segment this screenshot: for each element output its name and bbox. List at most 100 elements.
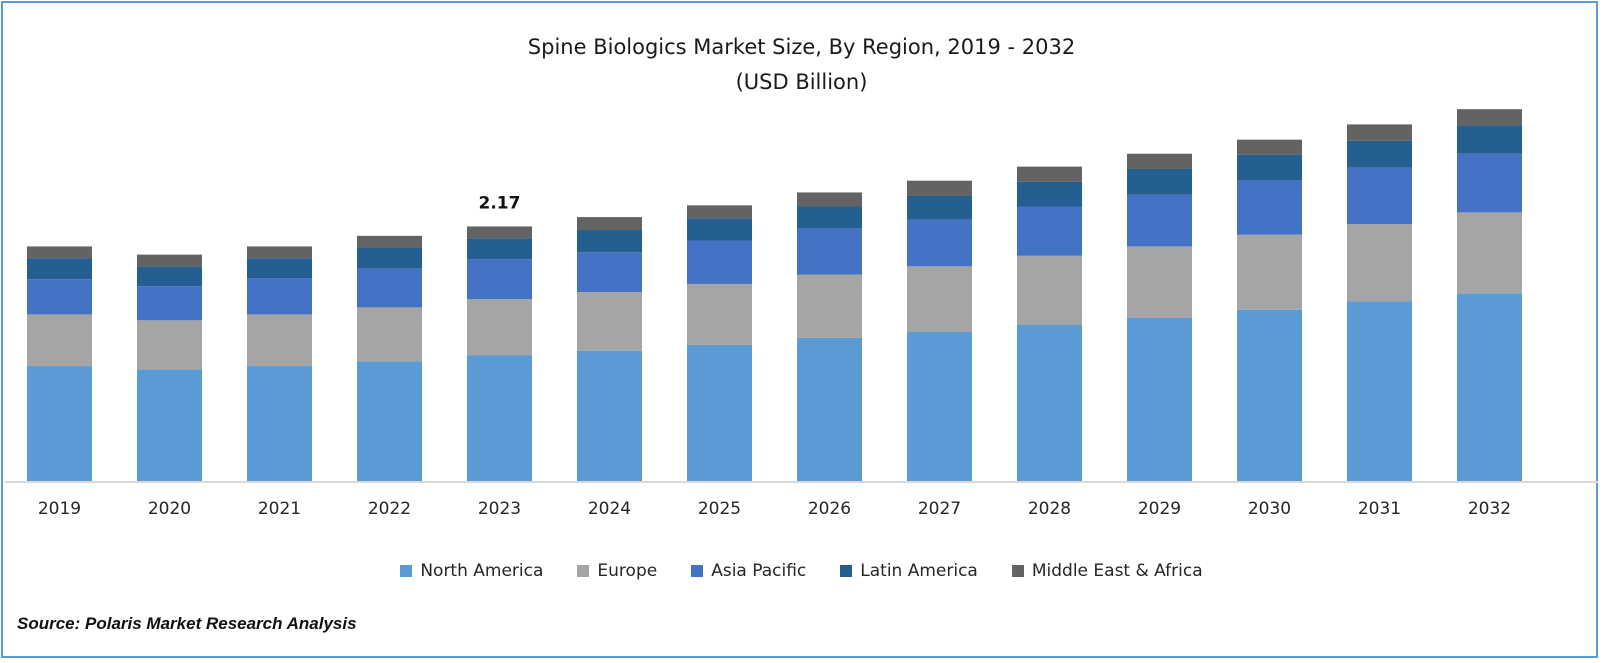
bar-segment-asia-pacific-2030 xyxy=(1237,180,1302,235)
legend-label: Europe xyxy=(597,561,658,581)
bar-segment-latin-america-2025 xyxy=(687,218,752,241)
bar-segment-europe-2019 xyxy=(27,314,92,367)
bar-segment-asia-pacific-2020 xyxy=(137,286,202,321)
x-tick-label: 2028 xyxy=(1028,499,1071,519)
x-tick-label: 2031 xyxy=(1358,499,1401,519)
x-tick-label: 2027 xyxy=(918,499,961,519)
bar-segment-europe-2031 xyxy=(1347,224,1412,302)
bar-segment-north-america-2027 xyxy=(907,332,972,481)
legend-label: North America xyxy=(420,561,544,581)
bar-segment-middle-east-africa-2021 xyxy=(247,246,312,259)
bar-segment-latin-america-2019 xyxy=(27,258,92,280)
bar-segment-middle-east-africa-2022 xyxy=(357,235,422,248)
x-tick-label: 2030 xyxy=(1248,499,1291,519)
bar-segment-asia-pacific-2032 xyxy=(1457,153,1522,213)
bar-segment-north-america-2021 xyxy=(247,366,312,481)
bar-segment-middle-east-africa-2027 xyxy=(907,180,972,196)
bar-segment-asia-pacific-2024 xyxy=(577,252,642,293)
x-tick-label: 2022 xyxy=(368,499,411,519)
bar-segment-latin-america-2026 xyxy=(797,206,862,229)
x-tick-label: 2019 xyxy=(38,499,81,519)
bar-segment-latin-america-2020 xyxy=(137,266,202,287)
source-note: Source: Polaris Market Research Analysis xyxy=(17,614,357,633)
x-tick-label: 2026 xyxy=(808,499,851,519)
bar-segment-asia-pacific-2027 xyxy=(907,219,972,267)
bar-segment-europe-2032 xyxy=(1457,212,1522,294)
x-tick-label: 2023 xyxy=(478,499,521,519)
bar-segment-middle-east-africa-2019 xyxy=(27,246,92,259)
bar-segment-north-america-2020 xyxy=(137,369,202,481)
bar-segment-asia-pacific-2021 xyxy=(247,278,312,315)
legend: North America Europe Asia Pacific Latin Ame… xyxy=(0,561,1603,581)
bar-segment-middle-east-africa-2031 xyxy=(1347,124,1412,141)
bar-segment-north-america-2031 xyxy=(1347,301,1412,481)
bar-segment-middle-east-africa-2020 xyxy=(137,254,202,267)
bar-segment-europe-2021 xyxy=(247,314,312,367)
legend-label: Latin America xyxy=(860,561,978,581)
bar-segment-asia-pacific-2025 xyxy=(687,240,752,284)
bar-segment-middle-east-africa-2029 xyxy=(1127,153,1192,169)
legend-item: Europe xyxy=(577,561,657,581)
bar-segment-latin-america-2031 xyxy=(1347,140,1412,168)
bar-segment-europe-2028 xyxy=(1017,255,1082,325)
bar-segment-europe-2027 xyxy=(907,266,972,333)
legend-item: North America xyxy=(400,561,543,581)
bar-segment-europe-2029 xyxy=(1127,246,1192,318)
bar-segment-latin-america-2023 xyxy=(467,238,532,260)
x-tick-label: 2032 xyxy=(1468,499,1511,519)
bar-segment-middle-east-africa-2024 xyxy=(577,217,642,230)
bar-segment-north-america-2026 xyxy=(797,337,862,481)
chart-subtitle: (USD Billion) xyxy=(735,70,868,94)
legend-swatch xyxy=(691,565,704,577)
legend-label: Middle East & Africa xyxy=(1031,561,1203,581)
bar-segment-asia-pacific-2023 xyxy=(467,259,532,300)
legend-swatch xyxy=(840,565,853,577)
bar-segment-latin-america-2027 xyxy=(907,195,972,220)
bar-segment-north-america-2019 xyxy=(27,366,92,481)
bar-segment-europe-2026 xyxy=(797,274,862,338)
bar-segment-europe-2025 xyxy=(687,283,752,345)
bar-segment-north-america-2023 xyxy=(467,355,532,481)
bar-segment-latin-america-2024 xyxy=(577,229,642,253)
x-tick-label: 2020 xyxy=(148,499,191,519)
bar-segment-asia-pacific-2022 xyxy=(357,268,422,308)
bar-segment-north-america-2030 xyxy=(1237,309,1302,481)
x-tick-label: 2021 xyxy=(258,499,301,519)
bar-segment-europe-2020 xyxy=(137,320,202,370)
bar-segment-latin-america-2032 xyxy=(1457,125,1522,154)
bar-segment-asia-pacific-2031 xyxy=(1347,167,1412,225)
bar-segment-latin-america-2022 xyxy=(357,247,422,269)
x-tick-label: 2029 xyxy=(1138,499,1181,519)
data-label: 2.17 xyxy=(479,193,521,213)
bar-segment-middle-east-africa-2028 xyxy=(1017,166,1082,182)
bar-segment-middle-east-africa-2023 xyxy=(467,226,532,239)
legend-swatch xyxy=(400,565,413,577)
legend-label: Asia Pacific xyxy=(711,561,807,581)
legend-item: Middle East & Africa xyxy=(1011,561,1203,581)
bar-segment-middle-east-africa-2026 xyxy=(797,192,862,207)
x-tick-label: 2025 xyxy=(698,499,741,519)
bar-segment-europe-2030 xyxy=(1237,234,1302,310)
legend-item: Asia Pacific xyxy=(691,561,806,581)
bar-segment-asia-pacific-2028 xyxy=(1017,206,1082,256)
bar-segment-asia-pacific-2026 xyxy=(797,228,862,275)
bar-segment-north-america-2022 xyxy=(357,361,422,481)
legend-item: Latin America xyxy=(840,561,978,581)
bar-segment-north-america-2032 xyxy=(1457,293,1522,481)
bar-segment-latin-america-2030 xyxy=(1237,154,1302,181)
bar-segment-europe-2024 xyxy=(577,292,642,351)
bar-segment-north-america-2028 xyxy=(1017,324,1082,481)
bar-segment-north-america-2025 xyxy=(687,344,752,481)
legend-swatch xyxy=(1011,565,1024,577)
bar-segment-asia-pacific-2029 xyxy=(1127,194,1192,247)
bar-segment-europe-2022 xyxy=(357,307,422,362)
bar-segment-middle-east-africa-2032 xyxy=(1457,109,1522,126)
bar-segment-north-america-2024 xyxy=(577,350,642,481)
bar-segment-latin-america-2028 xyxy=(1017,181,1082,207)
bar-segment-north-america-2029 xyxy=(1127,317,1192,481)
bar-segment-latin-america-2029 xyxy=(1127,168,1192,195)
legend-swatch xyxy=(577,565,590,577)
x-tick-label: 2024 xyxy=(588,499,631,519)
